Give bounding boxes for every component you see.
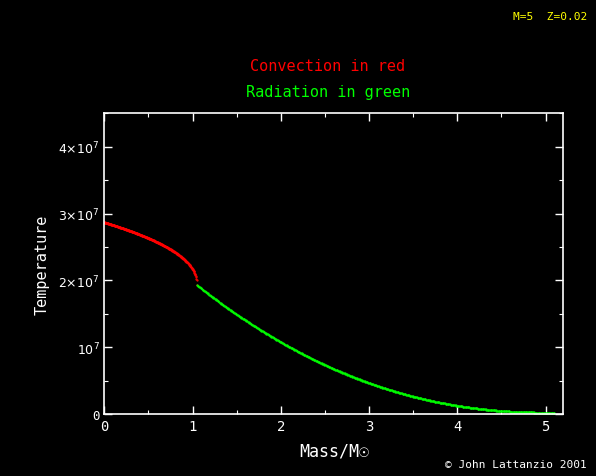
Text: M=5  Z=0.02: M=5 Z=0.02 (513, 12, 587, 22)
X-axis label: Mass/M☉: Mass/M☉ (299, 441, 369, 459)
Text: Radiation in green: Radiation in green (246, 85, 410, 100)
Text: © John Lattanzio 2001: © John Lattanzio 2001 (445, 459, 587, 469)
Y-axis label: Temperature: Temperature (35, 214, 50, 314)
Text: Convection in red: Convection in red (250, 59, 405, 74)
